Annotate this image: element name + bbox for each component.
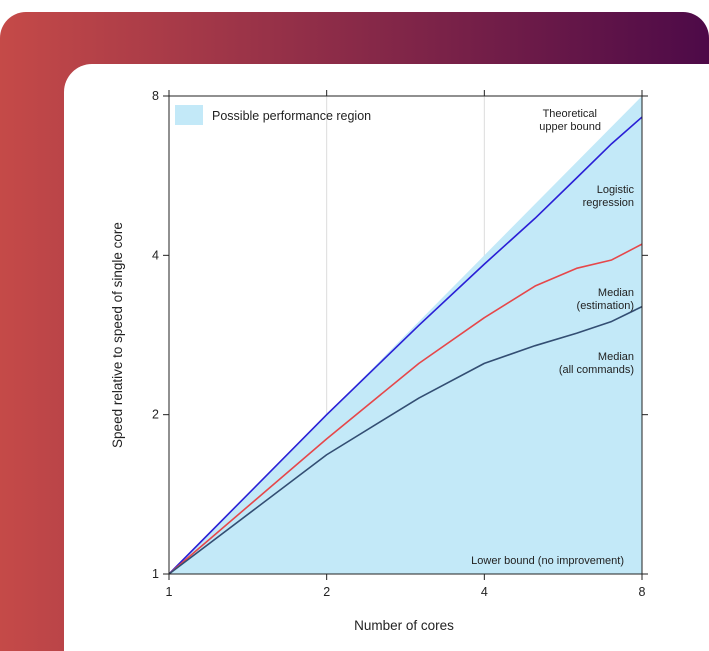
y-axis-title: Speed relative to speed of single core [110,222,125,448]
y-tick-label-4: 4 [152,248,159,262]
y-tick-label-8: 8 [152,89,159,103]
legend-swatch-region [175,105,203,125]
annotation-median-estimation-line1: Median [598,287,634,299]
x-axis-title: Number of cores [354,618,454,633]
y-tick-label-1: 1 [152,567,159,581]
legend-label-region: Possible performance region [212,109,371,123]
annotation-logistic-line1: Logistic [597,184,635,196]
y-tick-label-2: 2 [152,408,159,422]
x-tick-label-1: 1 [166,585,173,599]
annotation-upper-bound-line2: upper bound [539,121,601,133]
annotation-median-all-line1: Median [598,351,634,363]
annotation-upper-bound-line1: Theoretical [543,108,597,120]
annotation-median-estimation-line2: (estimation) [577,300,634,312]
x-tick-label-4: 4 [481,585,488,599]
annotation-lower-bound: Lower bound (no improvement) [471,555,624,567]
annotation-median-all-line2: (all commands) [559,364,634,376]
annotation-logistic-line2: regression [583,197,634,209]
x-tick-label-2: 2 [323,585,330,599]
x-tick-label-8: 8 [639,585,646,599]
